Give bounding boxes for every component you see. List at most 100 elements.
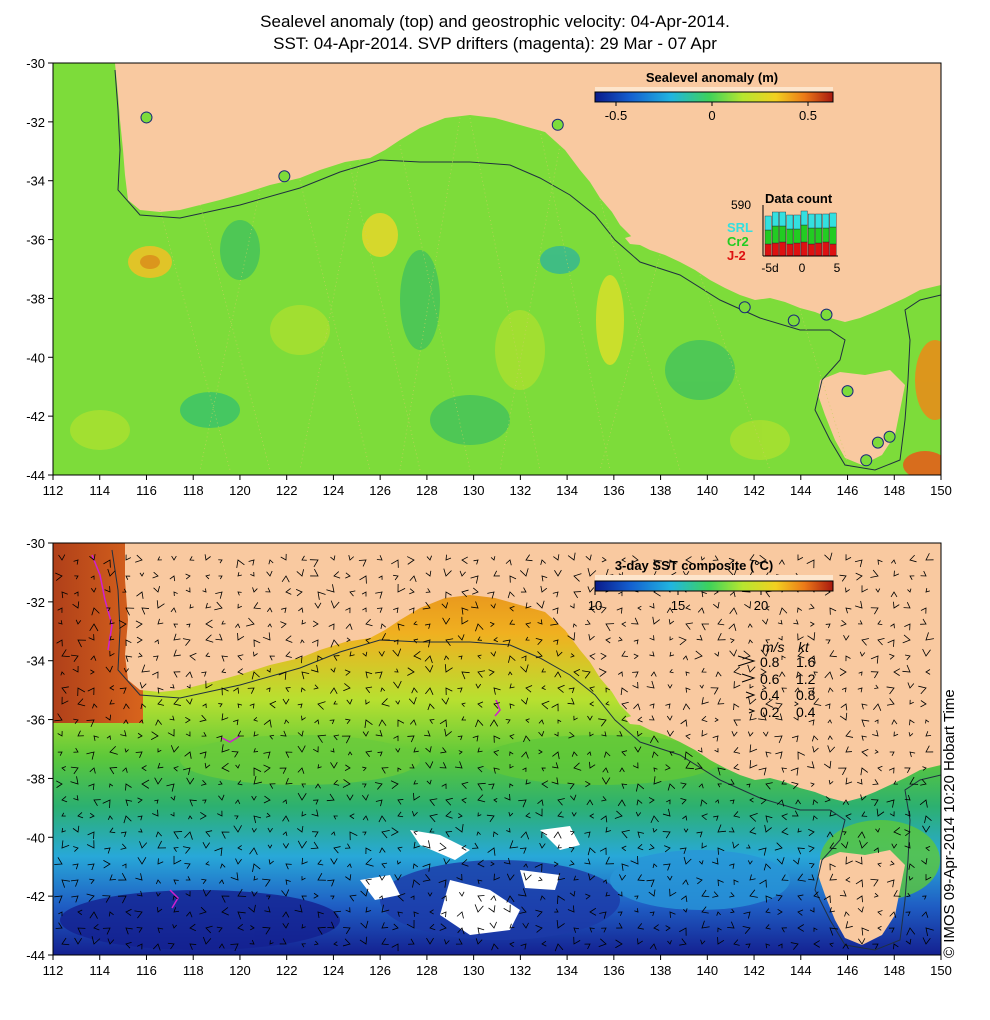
velocity-vector bbox=[621, 621, 627, 627]
velocity-vector bbox=[621, 701, 629, 710]
velocity-vector bbox=[317, 859, 324, 866]
velocity-vector bbox=[790, 767, 799, 776]
velocity-vector bbox=[333, 846, 341, 854]
velocity-vector bbox=[649, 911, 655, 917]
velocity-vector bbox=[360, 920, 369, 929]
velocity-vector bbox=[73, 795, 79, 801]
data-count-bar bbox=[779, 211, 787, 227]
velocity-vector bbox=[279, 938, 287, 945]
velocity-vector bbox=[117, 895, 127, 904]
velocity-vector bbox=[139, 682, 147, 689]
velocity-vector bbox=[252, 587, 258, 593]
velocity-vector bbox=[123, 815, 132, 824]
velocity-vector bbox=[652, 863, 658, 869]
data-count-bar bbox=[829, 212, 837, 228]
velocity-vector bbox=[793, 619, 799, 625]
velocity-vector bbox=[573, 936, 581, 945]
velocity-vector bbox=[72, 825, 80, 833]
velocity-vector bbox=[729, 591, 736, 598]
velocity-vector bbox=[109, 745, 118, 755]
velocity-vector bbox=[380, 623, 386, 629]
velocity-vector bbox=[509, 683, 515, 689]
velocity-vector bbox=[493, 873, 500, 881]
velocity-vector bbox=[170, 684, 175, 689]
velocity-vector bbox=[903, 601, 911, 609]
velocity-vector bbox=[537, 799, 544, 806]
velocity-vector bbox=[616, 922, 623, 929]
velocity-vector bbox=[86, 751, 95, 760]
velocity-vector bbox=[364, 719, 373, 728]
eyre-peninsula-bottom bbox=[612, 625, 660, 702]
velocity-vector bbox=[808, 719, 815, 726]
data-count-bar bbox=[800, 210, 808, 226]
velocity-vector bbox=[90, 655, 97, 661]
velocity-vector bbox=[345, 718, 351, 725]
velocity-vector bbox=[717, 618, 725, 626]
velocity-vector bbox=[491, 943, 499, 951]
velocity-vector bbox=[779, 671, 786, 678]
lon-tick-label: 118 bbox=[183, 963, 204, 978]
lon-tick-label: 144 bbox=[790, 483, 812, 498]
velocity-vector bbox=[439, 762, 447, 769]
velocity-vector bbox=[327, 879, 335, 887]
velocity-vector bbox=[557, 844, 562, 849]
velocity-vector bbox=[489, 621, 495, 628]
velocity-vector bbox=[631, 555, 639, 564]
velocity-vector bbox=[573, 669, 581, 677]
velocity-vector bbox=[588, 634, 595, 641]
velocity-vector bbox=[280, 621, 287, 629]
sla-anomaly-patches bbox=[70, 213, 941, 475]
velocity-vector bbox=[749, 744, 758, 753]
velocity-vector bbox=[808, 845, 815, 853]
velocity-vector bbox=[649, 735, 659, 744]
velocity-vector bbox=[742, 925, 751, 934]
velocity-vector bbox=[873, 703, 882, 711]
velocity-vector bbox=[215, 633, 223, 641]
velocity-vector bbox=[330, 555, 336, 561]
velocity-vector bbox=[422, 874, 431, 882]
velocity-vector bbox=[57, 751, 63, 756]
velocity-vector bbox=[621, 845, 627, 852]
velocity-vector bbox=[301, 895, 307, 901]
lon-tick-label: 124 bbox=[323, 483, 345, 498]
velocity-vector bbox=[153, 586, 160, 593]
velocity-vector bbox=[653, 924, 660, 931]
velocity-vector bbox=[554, 569, 562, 577]
velocity-vector bbox=[808, 828, 815, 837]
velocity-vector bbox=[509, 619, 515, 625]
velocity-vector bbox=[248, 559, 255, 566]
velocity-vector bbox=[425, 623, 431, 629]
velocity-vector bbox=[667, 940, 672, 945]
velocity-vector bbox=[696, 877, 703, 885]
velocity-vector bbox=[74, 937, 83, 945]
velocity-vector bbox=[90, 575, 95, 580]
data-count-bar bbox=[786, 243, 794, 257]
velocity-vector bbox=[314, 940, 319, 946]
velocity-vector bbox=[77, 698, 86, 707]
velocity-vector bbox=[282, 815, 290, 822]
velocity-vector bbox=[493, 750, 499, 756]
velocity-vector bbox=[554, 943, 564, 952]
velocity-vector bbox=[535, 638, 543, 645]
velocity-vector bbox=[345, 874, 352, 881]
velocity-vector bbox=[406, 920, 415, 929]
lon-tick-label: 148 bbox=[883, 483, 905, 498]
velocity-vector bbox=[797, 607, 803, 613]
velocity-vector bbox=[758, 554, 767, 564]
velocity-vector bbox=[823, 895, 831, 903]
velocity-vector bbox=[489, 719, 499, 727]
velocity-vector bbox=[461, 702, 466, 707]
velocity-vector bbox=[136, 890, 143, 897]
velocity-vector bbox=[237, 603, 242, 609]
lon-tick-label: 114 bbox=[89, 483, 110, 498]
velocity-vector bbox=[157, 687, 164, 694]
velocity-vector bbox=[827, 687, 834, 693]
velocity-vector bbox=[314, 602, 322, 609]
velocity-vector bbox=[279, 767, 287, 774]
velocity-vector bbox=[553, 639, 559, 645]
velocity-vector bbox=[312, 620, 319, 628]
velocity-vector bbox=[907, 588, 912, 593]
velocity-vector bbox=[525, 779, 531, 785]
velocity-vector bbox=[312, 831, 319, 838]
velocity-vector bbox=[394, 668, 399, 673]
